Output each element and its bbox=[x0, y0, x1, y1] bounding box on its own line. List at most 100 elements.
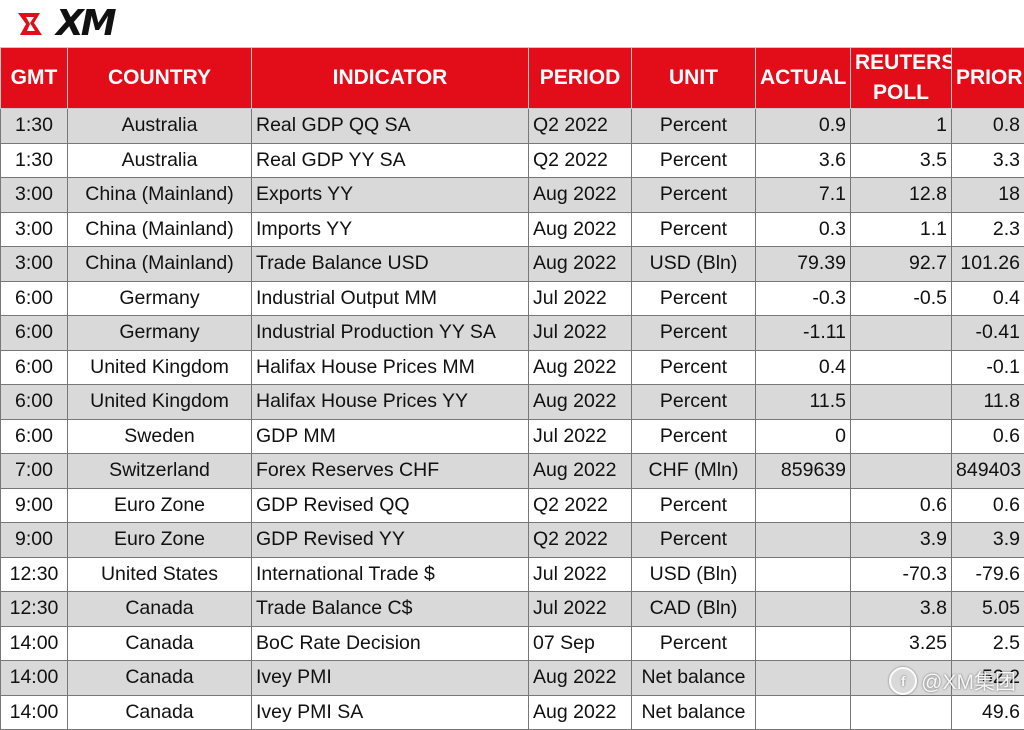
cell-reuters-poll: 0.6 bbox=[851, 488, 952, 523]
cell-indicator: Ivey PMI SA bbox=[252, 695, 529, 730]
cell-reuters-poll bbox=[851, 419, 952, 454]
cell-period: Aug 2022 bbox=[529, 212, 632, 247]
cell-actual: -1.11 bbox=[756, 316, 851, 351]
cell-period: Aug 2022 bbox=[529, 454, 632, 489]
cell-country: China (Mainland) bbox=[68, 247, 252, 282]
header-reuters-poll: REUTERS POLL bbox=[851, 48, 952, 109]
cell-period: Jul 2022 bbox=[529, 281, 632, 316]
cell-period: Jul 2022 bbox=[529, 316, 632, 351]
cell-gmt: 3:00 bbox=[1, 247, 68, 282]
cell-indicator: BoC Rate Decision bbox=[252, 626, 529, 661]
cell-indicator: Real GDP QQ SA bbox=[252, 109, 529, 144]
cell-unit: Percent bbox=[632, 143, 756, 178]
cell-prior: -0.41 bbox=[952, 316, 1024, 351]
cell-reuters-poll bbox=[851, 454, 952, 489]
logo-text: XM bbox=[56, 7, 114, 41]
cell-reuters-poll bbox=[851, 695, 952, 730]
cell-actual bbox=[756, 626, 851, 661]
xm-logo: XM bbox=[16, 7, 114, 41]
cell-unit: Net balance bbox=[632, 661, 756, 696]
cell-actual: -0.3 bbox=[756, 281, 851, 316]
cell-indicator: Halifax House Prices MM bbox=[252, 350, 529, 385]
cell-indicator: GDP MM bbox=[252, 419, 529, 454]
cell-country: United Kingdom bbox=[68, 350, 252, 385]
cell-prior: 2.5 bbox=[952, 626, 1024, 661]
cell-prior: 0.4 bbox=[952, 281, 1024, 316]
cell-actual: 11.5 bbox=[756, 385, 851, 420]
cell-unit: Percent bbox=[632, 178, 756, 213]
header-gmt: GMT bbox=[1, 48, 68, 109]
cell-actual bbox=[756, 488, 851, 523]
cell-period: Jul 2022 bbox=[529, 419, 632, 454]
cell-period: Jul 2022 bbox=[529, 592, 632, 627]
header-prior: PRIOR bbox=[952, 48, 1024, 109]
cell-prior: 49.6 bbox=[952, 695, 1024, 730]
cell-country: Australia bbox=[68, 109, 252, 144]
cell-country: Canada bbox=[68, 626, 252, 661]
cell-gmt: 14:00 bbox=[1, 661, 68, 696]
cell-actual bbox=[756, 523, 851, 558]
cell-unit: Percent bbox=[632, 109, 756, 144]
cell-actual bbox=[756, 557, 851, 592]
cell-country: Euro Zone bbox=[68, 523, 252, 558]
cell-gmt: 1:30 bbox=[1, 143, 68, 178]
cell-indicator: International Trade $ bbox=[252, 557, 529, 592]
cell-actual: 0.4 bbox=[756, 350, 851, 385]
cell-unit: Percent bbox=[632, 626, 756, 661]
cell-prior: 18 bbox=[952, 178, 1024, 213]
cell-unit: USD (Bln) bbox=[632, 247, 756, 282]
cell-gmt: 1:30 bbox=[1, 109, 68, 144]
cell-reuters-poll: 3.8 bbox=[851, 592, 952, 627]
xm-logo-icon bbox=[16, 7, 60, 41]
cell-unit: Percent bbox=[632, 488, 756, 523]
cell-prior: 2.3 bbox=[952, 212, 1024, 247]
watermark-logo-icon: f bbox=[889, 667, 917, 695]
cell-country: Canada bbox=[68, 661, 252, 696]
cell-gmt: 14:00 bbox=[1, 695, 68, 730]
cell-indicator: Real GDP YY SA bbox=[252, 143, 529, 178]
cell-indicator: Industrial Production YY SA bbox=[252, 316, 529, 351]
cell-actual bbox=[756, 592, 851, 627]
cell-indicator: GDP Revised QQ bbox=[252, 488, 529, 523]
cell-unit: Percent bbox=[632, 419, 756, 454]
cell-unit: Percent bbox=[632, 350, 756, 385]
cell-country: Germany bbox=[68, 281, 252, 316]
logo-bar: XM bbox=[0, 0, 1024, 47]
cell-unit: Percent bbox=[632, 281, 756, 316]
cell-unit: Percent bbox=[632, 523, 756, 558]
cell-gmt: 14:00 bbox=[1, 626, 68, 661]
cell-reuters-poll: 1.1 bbox=[851, 212, 952, 247]
header-actual: ACTUAL bbox=[756, 48, 851, 109]
header-period: PERIOD bbox=[529, 48, 632, 109]
cell-actual: 79.39 bbox=[756, 247, 851, 282]
cell-reuters-poll: -70.3 bbox=[851, 557, 952, 592]
cell-reuters-poll: 3.5 bbox=[851, 143, 952, 178]
cell-indicator: Ivey PMI bbox=[252, 661, 529, 696]
cell-unit: Percent bbox=[632, 212, 756, 247]
cell-period: Q2 2022 bbox=[529, 523, 632, 558]
cell-period: Aug 2022 bbox=[529, 661, 632, 696]
cell-prior: 0.8 bbox=[952, 109, 1024, 144]
cell-country: Sweden bbox=[68, 419, 252, 454]
cell-reuters-poll bbox=[851, 385, 952, 420]
cell-country: Canada bbox=[68, 695, 252, 730]
cell-country: United States bbox=[68, 557, 252, 592]
cell-unit: Percent bbox=[632, 385, 756, 420]
header-row: GMT COUNTRY INDICATOR PERIOD UNIT ACTUAL… bbox=[1, 48, 1024, 109]
cell-gmt: 9:00 bbox=[1, 488, 68, 523]
watermark: f @XM集团 bbox=[889, 666, 1016, 696]
cell-period: Q2 2022 bbox=[529, 109, 632, 144]
